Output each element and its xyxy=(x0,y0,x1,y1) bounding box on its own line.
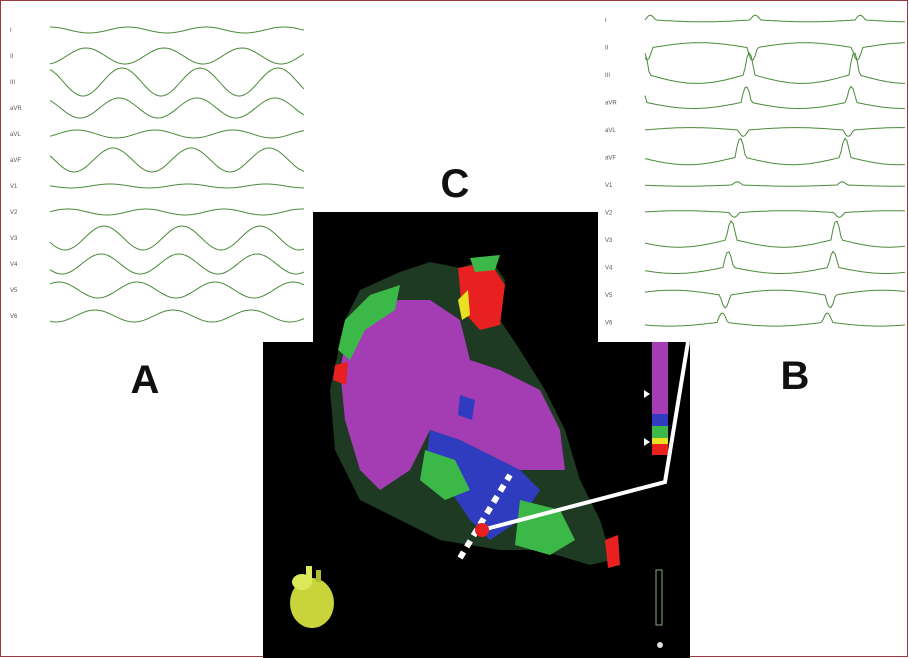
lead-label: V3 xyxy=(10,236,18,242)
lead-label: V4 xyxy=(605,266,613,272)
lead-label: V3 xyxy=(605,238,613,244)
lead-label: II xyxy=(605,46,609,52)
lead-label: aVR xyxy=(10,106,22,112)
panel-label: A xyxy=(131,358,160,402)
lead-label: III xyxy=(605,73,610,79)
lead-label: V5 xyxy=(10,288,18,294)
lead-label: aVF xyxy=(10,158,21,164)
ablation-point xyxy=(475,523,489,537)
lead-label: V1 xyxy=(10,184,18,190)
lead-label: V1 xyxy=(605,183,613,189)
lead-label: V2 xyxy=(10,210,18,216)
lead-label: V6 xyxy=(10,314,18,320)
figure: IIIIIIaVRaVLaVFV1V2V3V4V5V6 IIIIIIaVRaVL… xyxy=(0,0,909,658)
lead-label: V6 xyxy=(605,321,613,327)
lead-label: V2 xyxy=(605,211,613,217)
lead-label: aVL xyxy=(605,128,616,134)
lead-label: aVL xyxy=(10,132,21,138)
lead-label: aVR xyxy=(605,101,617,107)
lead-label: V4 xyxy=(10,262,18,268)
panel-label: C xyxy=(441,162,470,206)
lead-label: III xyxy=(10,80,15,86)
lead-label: aVF xyxy=(605,156,616,162)
panel-label: B xyxy=(781,354,810,398)
lead-label: II xyxy=(10,54,14,60)
lead-label: V5 xyxy=(605,293,613,299)
